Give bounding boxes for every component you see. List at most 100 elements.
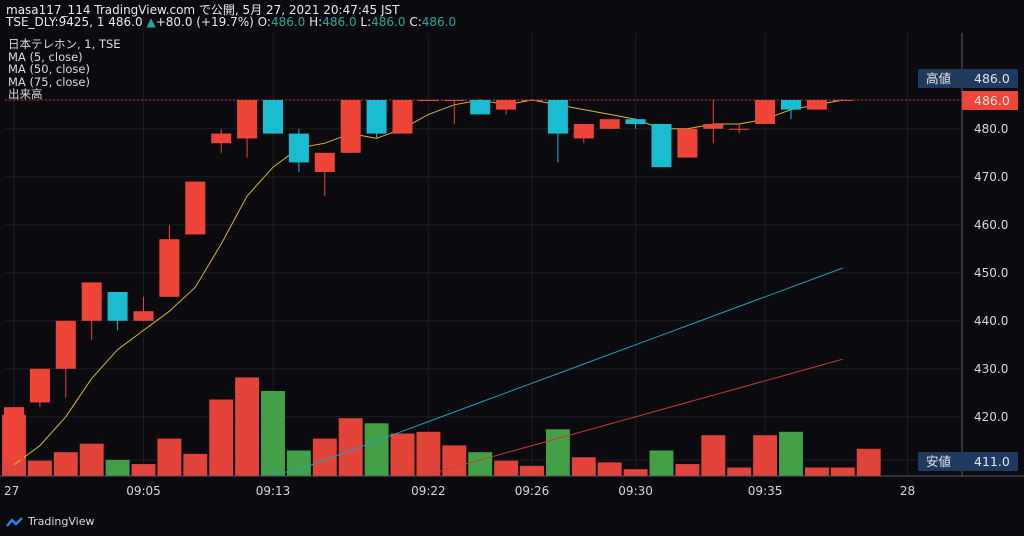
volume-bar xyxy=(235,377,260,476)
x-tick-label: 09:26 xyxy=(515,484,550,498)
volume-bar xyxy=(571,457,596,476)
candle-body xyxy=(81,282,102,321)
x-tick-label: 09:22 xyxy=(411,484,446,498)
volume-bar xyxy=(856,448,881,476)
high-tag-label: 高値 xyxy=(926,71,951,86)
candle-body xyxy=(781,100,801,110)
low-value-box xyxy=(962,452,1018,471)
x-tick-label: 28 xyxy=(900,484,915,498)
volume-bar xyxy=(312,438,337,476)
candle-body xyxy=(470,100,491,115)
volume-bar xyxy=(727,467,752,476)
ohlc-header: TSE_DLY:9425, 1 486.0 ▲+80.0 (+19.7%) O:… xyxy=(6,15,456,29)
close-value: 486.0 xyxy=(421,15,457,29)
volume-bar xyxy=(494,460,519,476)
y-tick-label: 440.0 xyxy=(974,314,1008,328)
volume-bar xyxy=(416,431,441,476)
candle-body xyxy=(547,100,568,134)
legend-ma75[interactable]: MA (75, close) xyxy=(8,74,90,89)
volume-bar xyxy=(53,452,78,476)
y-tick-label: 430.0 xyxy=(974,362,1008,376)
candle-body xyxy=(496,100,517,110)
low-value: 486.0 xyxy=(371,15,406,29)
open-label: O: xyxy=(257,15,271,29)
low-tag-value: 411.0 xyxy=(974,454,1010,469)
close-label: C: xyxy=(409,15,422,29)
candle-body xyxy=(29,368,50,403)
x-tick-label: 27 xyxy=(4,484,19,498)
current-price-box xyxy=(962,91,1018,110)
candle-body xyxy=(159,239,180,297)
volume-bar xyxy=(442,445,467,476)
last-price: 486.0 xyxy=(108,15,143,29)
legend-ma50[interactable]: MA (50, close) xyxy=(8,62,90,76)
volume-bar xyxy=(675,464,700,476)
x-tick-label: 09:05 xyxy=(126,484,161,498)
open-value: 486.0 xyxy=(270,15,306,29)
candle-body xyxy=(418,100,439,101)
high-value-box xyxy=(962,69,1018,88)
price-tags: 高値 486.0 486.0 安値 411.0 xyxy=(918,69,1018,471)
candle-body xyxy=(263,100,283,134)
legend-series[interactable]: 日本テレホン, 1, TSE xyxy=(8,37,121,51)
x-tick-label: 09:30 xyxy=(618,484,653,498)
volume-bar xyxy=(779,431,803,476)
volume-bar xyxy=(597,462,622,476)
candle-body xyxy=(107,292,128,321)
volume-bar xyxy=(520,465,544,476)
candles xyxy=(4,100,853,465)
high-value: 486.0 xyxy=(322,15,357,29)
candle-body xyxy=(366,100,387,134)
volume-bar xyxy=(701,435,726,476)
x-tick-label: 09:13 xyxy=(256,484,291,498)
high-tag-box xyxy=(918,69,962,88)
volume-bar xyxy=(183,453,208,476)
legend-volume[interactable]: 出来高 xyxy=(8,87,43,101)
legend-ma5[interactable]: MA (5, close) xyxy=(8,49,83,64)
candle-body xyxy=(832,100,853,101)
volume-bar xyxy=(157,438,182,476)
candle-body xyxy=(237,100,258,139)
axes: 486.0 480.0 470.0 460.0 450.0 440.0 430.0 420.0… xyxy=(0,33,1024,498)
tradingview-brand[interactable]: TradingView xyxy=(6,515,94,528)
candle-body xyxy=(133,311,154,321)
candle-body xyxy=(703,124,724,129)
ma50-line xyxy=(272,267,843,475)
volume-bar xyxy=(261,391,285,476)
indicator-legend: 日本テレホン, 1, TSE MA (5, close) MA (50, clo… xyxy=(8,38,121,101)
volume-bar xyxy=(209,399,234,476)
candle-body xyxy=(677,128,698,158)
high-tag-value: 486.0 xyxy=(974,71,1010,86)
volume-bar xyxy=(623,469,648,476)
candle-body xyxy=(392,100,413,134)
low-tag-box xyxy=(918,452,962,471)
volume-bar xyxy=(27,460,52,476)
brand-label: TradingView xyxy=(28,515,95,528)
candle-body xyxy=(522,100,542,101)
candle-body xyxy=(444,100,465,101)
candle-body xyxy=(806,100,827,110)
price-change: +80.0 (+19.7%) xyxy=(155,15,254,29)
volume-bar xyxy=(79,443,104,476)
volume-bars xyxy=(2,377,881,476)
high-label: H: xyxy=(309,15,323,29)
low-label: L: xyxy=(360,15,372,29)
volume-bar xyxy=(804,467,829,476)
publish-info: masa117_114 TradingView.com で公開, 5月 27, … xyxy=(6,3,400,17)
volume-bar xyxy=(390,433,415,476)
candle-body xyxy=(288,133,309,163)
volume-bar xyxy=(830,467,855,476)
symbol-label: TSE_DLY:9425, 1 xyxy=(6,15,105,29)
candle-body xyxy=(625,119,646,124)
candle-body xyxy=(729,128,750,130)
y-tick-label: 480.0 xyxy=(974,122,1008,136)
volume-bar xyxy=(338,418,363,476)
volume-bar xyxy=(753,435,778,476)
y-tick-label: 450.0 xyxy=(974,266,1008,280)
ma75-line xyxy=(428,358,843,475)
volume-bar xyxy=(286,450,311,476)
low-tag-label: 安値 xyxy=(926,454,951,469)
volume-bar xyxy=(545,429,570,476)
candle-body xyxy=(211,133,232,144)
